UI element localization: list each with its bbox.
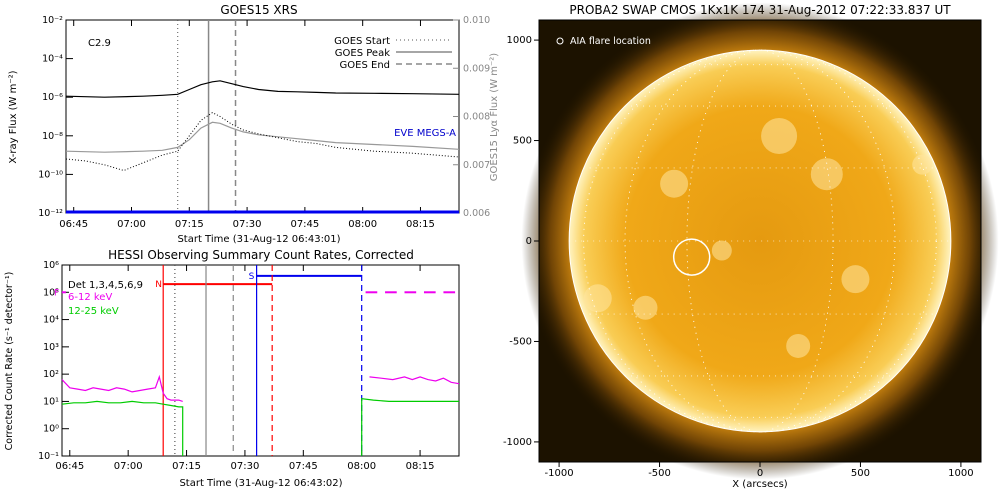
swap-x-tick-label: -1000	[545, 468, 574, 479]
sun-disk	[569, 50, 951, 432]
hessi-y-tick-label: 10⁶	[43, 260, 59, 271]
active-region	[912, 154, 933, 175]
goes-y2-tick-label: 0.006	[463, 208, 490, 219]
goes-x-tick-label: 07:45	[290, 219, 319, 230]
goes-y2-tick-label: 0.007	[463, 160, 490, 171]
goes-x-tick-label: 07:30	[233, 219, 262, 230]
swap-x-tick-label: 500	[851, 468, 870, 479]
hessi-y-axis-label: Corrected Count Rate (s⁻¹ detector⁻¹)	[4, 272, 15, 451]
hessi-x-tick-label: 06:45	[55, 461, 84, 472]
swap-y-tick-label: 500	[513, 136, 532, 147]
active-region	[583, 284, 612, 313]
goes-y-tick-label: 10⁻⁶	[42, 92, 63, 103]
goes-y-tick-label: 10⁻⁴	[42, 54, 63, 65]
goes-y-tick-label: 10⁻⁸	[42, 131, 63, 142]
goes-y2-tick-label: 0.010	[463, 15, 490, 26]
swap-y-tick-label: 0	[526, 236, 532, 247]
aia-legend-circle-icon	[556, 37, 564, 45]
goes-y-tick-label: 10⁻¹²	[38, 208, 63, 219]
swap-y-tick-label: -500	[509, 336, 532, 347]
hessi-x-tick-label: 07:30	[231, 461, 260, 472]
legend-goes-end: GOES End	[340, 60, 390, 71]
active-region	[810, 158, 843, 191]
hessi-y-tick-label: 10²	[43, 369, 59, 380]
goes-x-tick-label: 06:45	[59, 219, 88, 230]
goes-legend: GOES Start GOES Peak GOES End	[334, 36, 452, 71]
hessi-flag-label: S	[249, 272, 255, 282]
hessi-series-1	[61, 400, 184, 456]
legend-goes-peak: GOES Peak	[335, 48, 390, 59]
longitude-line	[686, 49, 834, 433]
hessi-y-tick-label: 10⁻¹	[38, 451, 59, 462]
hessi-chart-title: HESSI Observing Summary Count Rates, Cor…	[108, 248, 414, 262]
swap-axes: -1000 -500 0 500 1000 1000 500 0 -500 -1000	[503, 35, 974, 479]
hessi-y-tick-label: 10¹	[43, 396, 59, 407]
hessi-plot-marks: 06:45 07:00 07:15 07:30 07:45 08:00 08:15 10⁶ 10…	[38, 260, 460, 472]
hessi-panel: HESSI Observing Summary Count Rates, Cor…	[4, 248, 460, 489]
active-region	[786, 333, 811, 358]
goes-y-axis-label: X-ray Flux (W m⁻²)	[8, 70, 19, 163]
goes-series-2	[65, 112, 460, 172]
active-region	[711, 240, 732, 261]
goes-series-1	[65, 121, 460, 153]
goes-x-tick-label: 08:00	[348, 219, 377, 230]
hessi-y-tick-label: 10⁰	[43, 424, 59, 435]
goes-x-tick-label: 07:15	[175, 219, 204, 230]
hessi-legend: Det 1,3,4,5,6,9 6-12 keV 12-25 keV	[68, 280, 143, 317]
hessi-x-tick-label: 08:15	[406, 461, 435, 472]
swap-x-axis-label: X (arcsecs)	[732, 479, 788, 490]
goes-y-tick-label: 10⁻²	[42, 15, 63, 26]
aia-flare-location-circle	[672, 238, 711, 276]
goes-series-0	[65, 80, 460, 98]
hessi-y-tick-label: 10³	[43, 342, 59, 353]
goes-flare-class-annotation: C2.9	[88, 38, 111, 49]
goes-plot-marks: 06:45 07:00 07:15 07:30 07:45 08:00 08:15 10⁻² 1…	[38, 15, 490, 230]
hessi-flag-label: N	[155, 280, 162, 290]
swap-image-panel: PROBA2 SWAP CMOS 1Kx1K 174 31-Aug-2012 0…	[503, 2, 999, 490]
swap-x-tick-label: -500	[648, 468, 671, 479]
hessi-series-0-after	[369, 376, 460, 385]
sun-image	[521, 2, 999, 480]
hessi-x-axis-label: Start Time (31-Aug-12 06:43:02)	[179, 478, 342, 489]
swap-y-tick-label: 1000	[507, 35, 532, 46]
active-region	[660, 169, 689, 198]
hessi-x-tick-label: 07:45	[289, 461, 318, 472]
goes-x-tick-label: 08:15	[406, 219, 435, 230]
goes-y2-tick-label: 0.009	[463, 63, 490, 74]
goes-y2-axis-label: GOES15 Lyα Flux (W m⁻²)	[489, 53, 500, 181]
hessi-series-1-after	[361, 398, 459, 456]
legend-detectors: Det 1,3,4,5,6,9	[68, 280, 143, 291]
longitude-line	[583, 49, 937, 433]
goes-chart-title: GOES15 XRS	[220, 3, 297, 17]
hessi-plot-frame	[61, 264, 460, 457]
legend-6-12-kev: 6-12 keV	[68, 292, 112, 303]
hessi-flag-label: F	[54, 288, 59, 298]
hessi-y-tick-label: 10⁴	[43, 315, 59, 326]
goes-y2-tick-label: 0.008	[463, 112, 490, 123]
swap-x-tick-label: 0	[757, 468, 763, 479]
goes-y-tick-label: 10⁻¹⁰	[38, 169, 63, 180]
swap-y-tick-label: -1000	[503, 437, 532, 448]
hessi-x-tick-label: 08:00	[347, 461, 376, 472]
goes-x-axis-label: Start Time (31-Aug-12 06:43:01)	[177, 234, 340, 245]
aia-flare-location-label: AIA flare location	[570, 36, 651, 47]
goes-x-tick-label: 07:00	[117, 219, 146, 230]
legend-12-25-kev: 12-25 keV	[68, 306, 119, 317]
swap-x-tick-label: 1000	[948, 468, 973, 479]
hessi-y-tick-label: 10⁵	[43, 287, 59, 298]
goes-xrs-panel: GOES15 XRS 06:45 07:00 07:15 07:30 07:45 08:0…	[8, 3, 500, 245]
active-region	[761, 118, 798, 155]
hessi-x-tick-label: 07:00	[114, 461, 143, 472]
hessi-series-0	[61, 374, 183, 402]
hessi-x-tick-label: 07:15	[172, 461, 201, 472]
active-region	[841, 265, 870, 294]
goes-plot-frame	[65, 19, 460, 214]
legend-goes-start: GOES Start	[334, 36, 390, 47]
active-region	[633, 295, 658, 320]
eve-megs-a-label: EVE MEGS-A	[394, 128, 456, 139]
